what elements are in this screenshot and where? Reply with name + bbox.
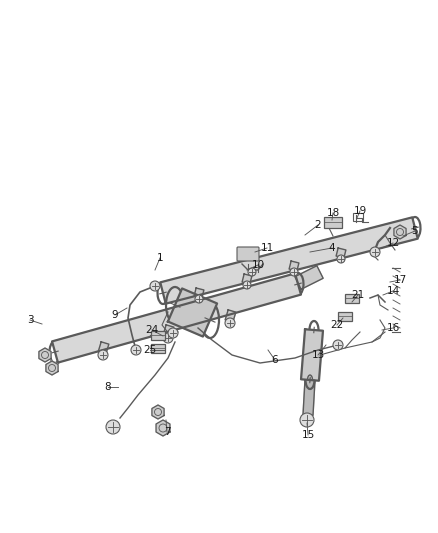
Circle shape [150, 281, 160, 291]
Circle shape [243, 281, 251, 289]
Circle shape [195, 295, 203, 303]
Text: 12: 12 [386, 238, 399, 248]
Polygon shape [225, 310, 236, 322]
Polygon shape [168, 288, 217, 336]
Text: 24: 24 [145, 325, 159, 335]
Text: 5: 5 [412, 226, 418, 236]
Text: 25: 25 [143, 345, 157, 355]
Text: 11: 11 [260, 243, 274, 253]
Circle shape [248, 268, 256, 276]
Polygon shape [303, 379, 315, 415]
Circle shape [131, 345, 141, 355]
Circle shape [98, 350, 108, 360]
Text: 19: 19 [353, 206, 367, 216]
Circle shape [337, 255, 345, 263]
Circle shape [106, 420, 120, 434]
FancyBboxPatch shape [345, 294, 359, 303]
Text: 22: 22 [330, 320, 344, 330]
Text: 6: 6 [272, 355, 278, 365]
Circle shape [333, 340, 343, 350]
Polygon shape [39, 348, 51, 362]
Polygon shape [152, 405, 164, 419]
Text: 2: 2 [314, 220, 321, 230]
Circle shape [370, 247, 380, 257]
FancyBboxPatch shape [237, 247, 259, 261]
FancyBboxPatch shape [151, 330, 165, 340]
Polygon shape [98, 342, 109, 354]
Polygon shape [156, 420, 170, 436]
Circle shape [163, 333, 173, 343]
Text: 16: 16 [386, 323, 399, 333]
Text: 17: 17 [393, 275, 406, 285]
Polygon shape [46, 361, 58, 375]
Circle shape [300, 413, 314, 427]
FancyBboxPatch shape [338, 311, 352, 320]
Polygon shape [336, 248, 346, 258]
Polygon shape [394, 225, 406, 239]
Circle shape [168, 328, 178, 338]
FancyBboxPatch shape [151, 343, 165, 352]
Polygon shape [242, 274, 252, 284]
Text: 15: 15 [301, 430, 314, 440]
Polygon shape [301, 329, 323, 381]
Text: 4: 4 [328, 243, 336, 253]
FancyBboxPatch shape [324, 216, 342, 228]
Circle shape [225, 318, 235, 328]
Polygon shape [295, 266, 323, 289]
Polygon shape [160, 217, 418, 304]
Text: 1: 1 [157, 253, 163, 263]
Circle shape [290, 268, 298, 276]
Polygon shape [289, 261, 299, 271]
Text: 10: 10 [251, 260, 265, 270]
Text: 13: 13 [311, 350, 325, 360]
Text: 8: 8 [105, 382, 111, 392]
Text: 14: 14 [386, 286, 399, 296]
Polygon shape [52, 273, 301, 362]
Text: 18: 18 [326, 208, 339, 218]
Text: 9: 9 [112, 310, 118, 320]
Text: 7: 7 [164, 427, 170, 437]
Text: 3: 3 [27, 315, 33, 325]
Polygon shape [194, 288, 204, 298]
Polygon shape [163, 325, 174, 337]
Text: 21: 21 [351, 290, 364, 300]
